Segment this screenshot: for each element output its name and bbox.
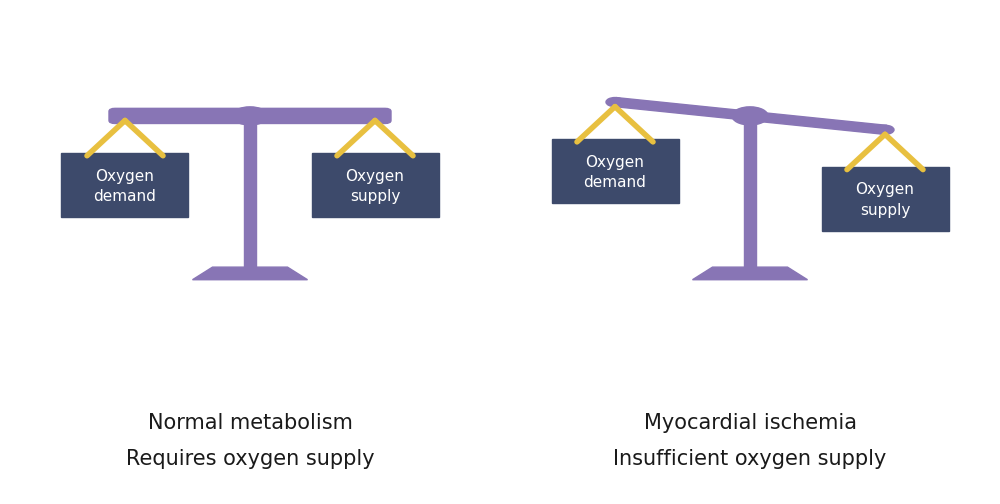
Text: Myocardial ischemia: Myocardial ischemia [644,413,856,433]
Text: Oxygen: Oxygen [96,168,154,183]
FancyBboxPatch shape [244,116,256,267]
FancyBboxPatch shape [744,116,756,267]
Text: Oxygen: Oxygen [346,168,404,183]
Text: demand: demand [94,189,156,204]
Text: Requires oxygen supply: Requires oxygen supply [126,449,374,469]
Text: supply: supply [860,203,910,218]
Polygon shape [613,98,887,134]
FancyBboxPatch shape [822,166,948,230]
Text: Oxygen: Oxygen [856,182,914,198]
Polygon shape [192,267,308,280]
Text: Normal metabolism: Normal metabolism [148,413,352,433]
FancyBboxPatch shape [109,108,391,123]
Text: supply: supply [350,189,400,204]
Circle shape [232,107,268,125]
Circle shape [606,98,624,107]
Circle shape [876,125,894,134]
FancyBboxPatch shape [312,153,438,217]
Text: demand: demand [584,175,646,190]
Polygon shape [692,267,808,280]
FancyBboxPatch shape [61,153,188,217]
FancyBboxPatch shape [552,139,678,203]
Text: Insufficient oxygen supply: Insufficient oxygen supply [613,449,887,469]
Circle shape [732,107,768,125]
Text: Oxygen: Oxygen [586,155,644,170]
